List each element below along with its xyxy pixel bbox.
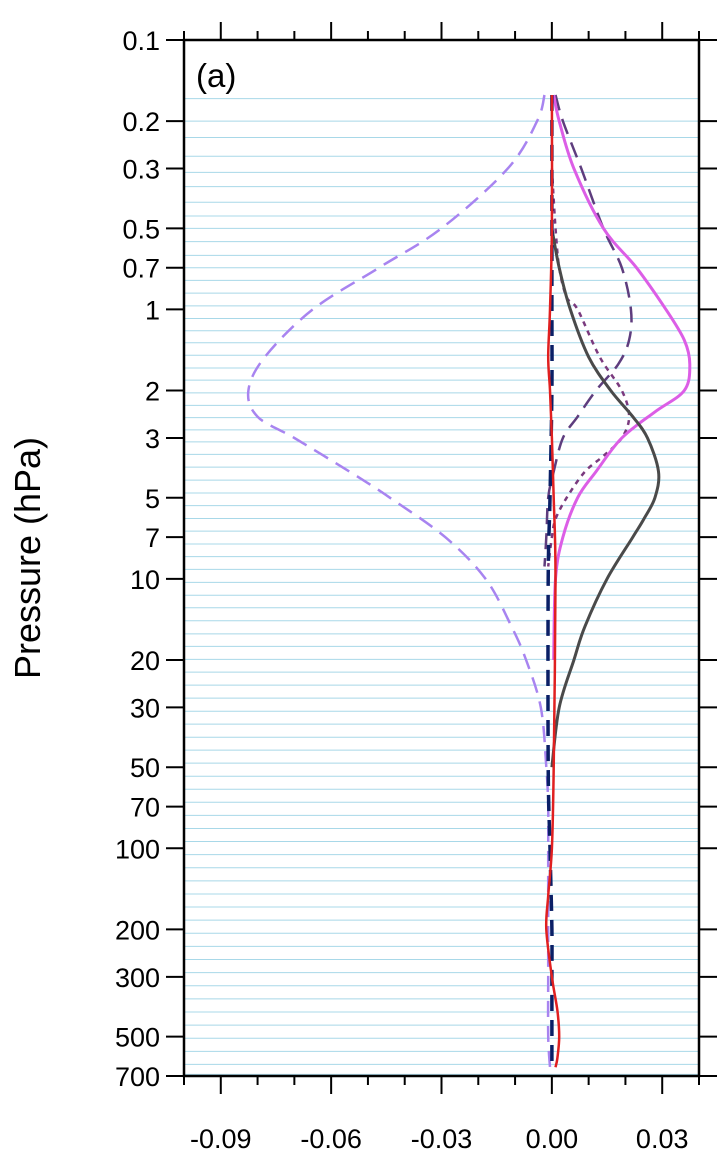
y-tick-label: 30 xyxy=(130,693,160,723)
y-tick-label: 1 xyxy=(145,295,160,325)
y-tick-label: 7 xyxy=(145,523,160,553)
y-tick-label: 700 xyxy=(115,1062,160,1092)
series-line-5 xyxy=(550,228,661,768)
grid-lines xyxy=(184,98,699,1075)
series-line-7 xyxy=(544,94,561,1068)
series-line-1 xyxy=(246,94,552,1068)
series-line-4 xyxy=(552,94,692,661)
series-line-2 xyxy=(543,94,633,567)
y-tick-label: 300 xyxy=(115,963,160,993)
series-group xyxy=(246,94,692,1068)
x-tick-label: 0.00 xyxy=(526,1124,579,1154)
y-tick-label: 0.1 xyxy=(122,26,160,56)
y-tick-label: 10 xyxy=(130,565,160,595)
panel-label: (a) xyxy=(196,57,236,94)
y-tick-label: 70 xyxy=(130,793,160,823)
y-tick-label: 100 xyxy=(115,834,160,864)
x-tick-label: 0.03 xyxy=(636,1124,689,1154)
axis-ticks xyxy=(166,22,717,1094)
y-tick-label: 200 xyxy=(115,915,160,945)
y-tick-label: 0.5 xyxy=(122,214,160,244)
x-tick-label: -0.09 xyxy=(190,1124,252,1154)
y-tick-label: 0.3 xyxy=(122,155,160,185)
y-tick-label: 500 xyxy=(115,1023,160,1053)
y-tick-label: 20 xyxy=(130,646,160,676)
y-tick-label: 0.7 xyxy=(122,254,160,284)
x-tick-label: -0.06 xyxy=(300,1124,362,1154)
tick-labels: 0.1 0.2 0.3 0.5 0.7 1 2 3 5 7 10 20 30 50 70 100 200 300 5… xyxy=(115,26,689,1154)
x-tick-label: -0.03 xyxy=(411,1124,473,1154)
y-tick-label: 0.2 xyxy=(122,107,160,137)
y-axis-label: Pressure (hPa) xyxy=(7,437,48,679)
y-tick-label: 50 xyxy=(130,753,160,783)
y-tick-label: 2 xyxy=(145,377,160,407)
y-tick-label: 5 xyxy=(145,484,160,514)
y-tick-label: 3 xyxy=(145,424,160,454)
